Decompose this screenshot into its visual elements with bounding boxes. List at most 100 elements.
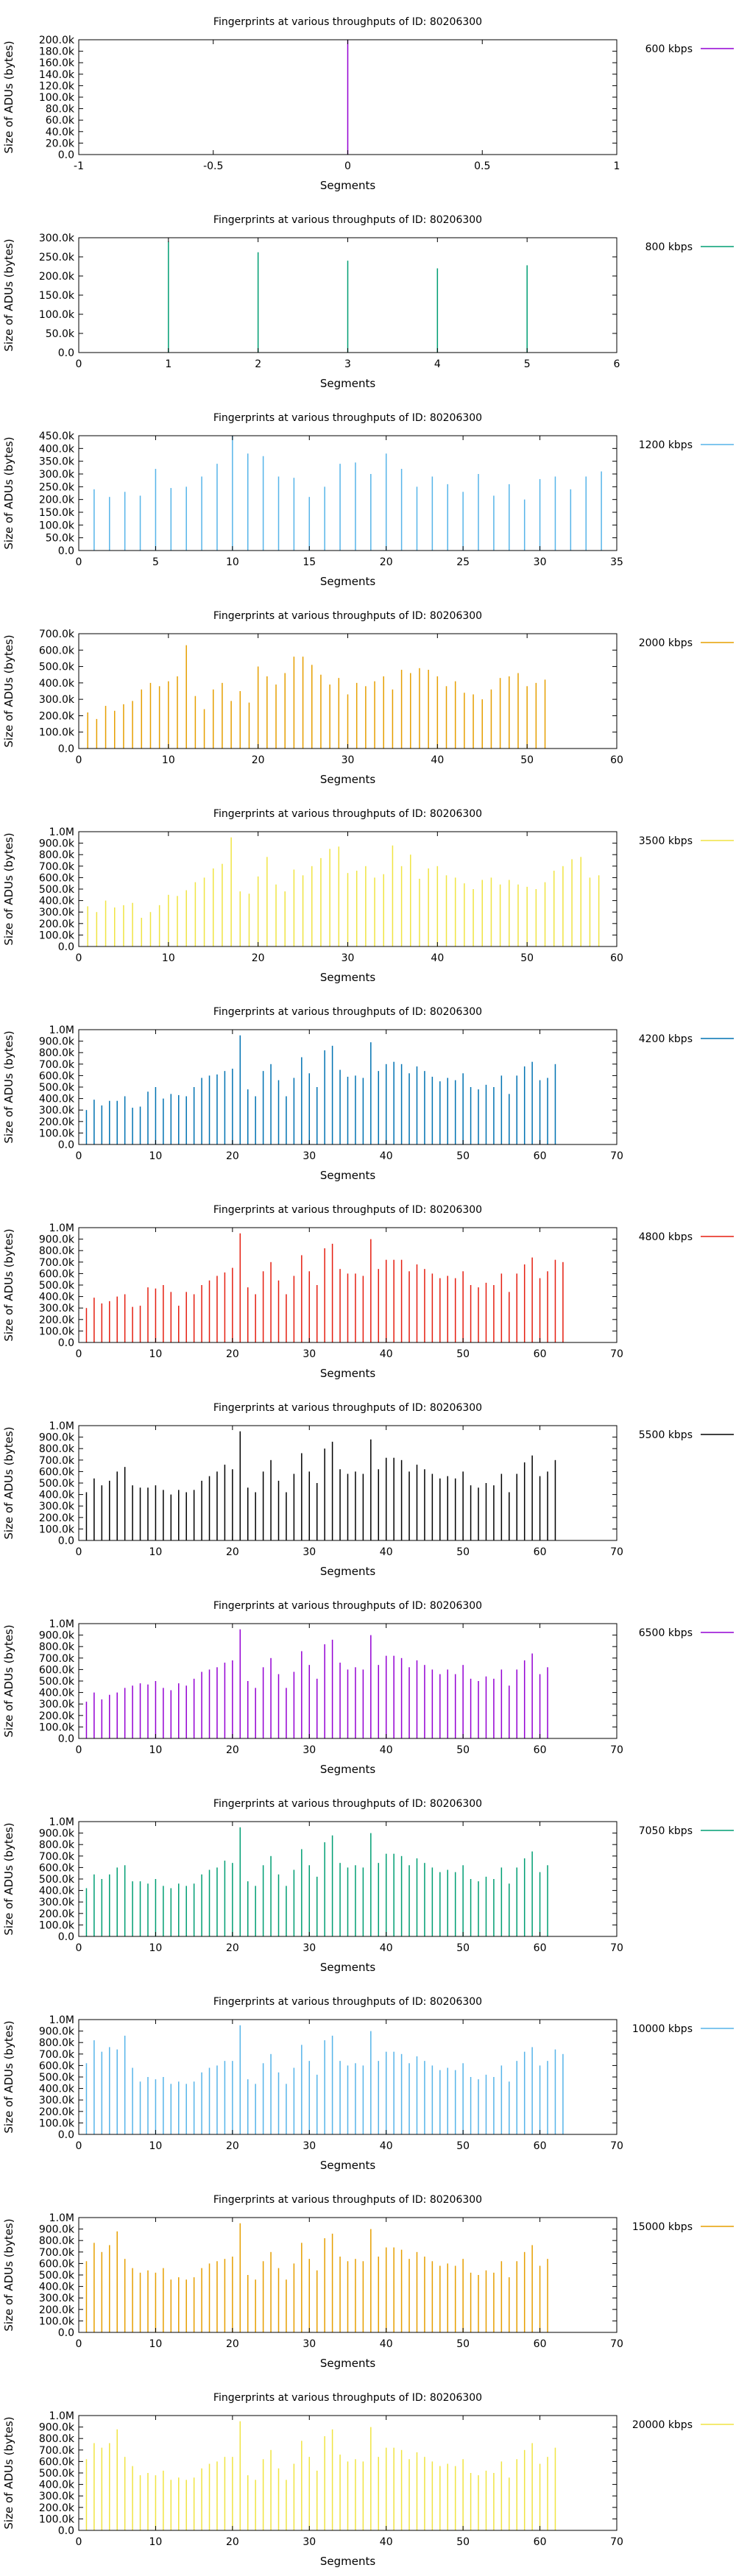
x-tick-label: 50 [456,2536,470,2548]
x-tick-label: 30 [534,556,547,568]
x-tick-label: 50 [520,754,534,766]
x-tick-label: 70 [610,1348,623,1360]
x-tick-label: 30 [302,1348,316,1360]
y-tick-label: 700.0k [39,1455,75,1467]
y-tick-label: 1.0M [49,2212,74,2224]
y-tick-label: 400.0k [39,678,75,690]
y-tick-label: 800.0k [39,1047,75,1059]
x-axis-label: Segments [320,2555,376,2568]
y-tick-label: 1.0M [49,2014,74,2026]
y-tick-label: 350.0k [39,456,75,468]
y-tick-label: 800.0k [39,1443,75,1455]
chart-title: Fingerprints at various throughputs of I… [213,1996,482,2008]
y-tick-label: 400.0k [39,1292,75,1303]
x-tick-label: 50 [456,2338,470,2350]
x-tick-label: 20 [252,754,265,766]
y-tick-label: 100.0k [39,520,75,531]
x-tick-label: 50 [456,1744,470,1756]
y-tick-label: 200.0k [39,1908,75,1920]
y-tick-label: 400.0k [39,2480,75,2491]
y-tick-label: 400.0k [39,2282,75,2293]
y-tick-label: 300.0k [39,2491,75,2502]
chart-title: Fingerprints at various throughputs of I… [213,1402,482,1414]
x-tick-label: 30 [302,2536,316,2548]
y-tick-label: 200.0k [39,2502,75,2514]
y-tick-label: 800.0k [39,1839,75,1851]
y-axis-label: Size of ADUs (bytes) [2,2416,15,2529]
chart-title: Fingerprints at various throughputs of I… [213,2392,482,2404]
y-tick-label: 800.0k [39,2037,75,2049]
x-tick-label: 70 [610,2536,623,2548]
y-tick-label: 100.0k [39,1524,75,1535]
x-tick-label: 30 [342,952,355,964]
y-tick-label: 700.0k [39,629,75,640]
y-tick-label: 900.0k [39,1036,75,1048]
x-tick-label: 20 [226,2140,239,2152]
y-tick-label: 500.0k [39,1874,75,1886]
y-tick-label: 250.0k [39,481,75,493]
y-tick-label: 0.0 [58,1931,74,1943]
y-tick-label: 200.0k [39,1314,75,1326]
y-tick-label: 80.0k [46,104,75,116]
x-tick-label: 0 [76,358,82,370]
x-tick-label: 20 [226,1942,239,1954]
y-tick-label: 160.0k [39,57,75,69]
y-tick-label: 1.0M [49,2410,74,2422]
y-tick-label: 50.0k [46,533,75,545]
y-tick-label: 300.0k [39,1897,75,1908]
y-tick-label: 0.0 [58,1139,74,1151]
y-tick-label: 0.0 [58,347,74,359]
x-tick-label: 5 [152,556,159,568]
x-tick-label: 40 [431,754,444,766]
y-tick-label: 60.0k [46,115,75,127]
y-tick-label: 300.0k [39,694,75,706]
y-tick-label: 300.0k [39,2293,75,2304]
x-tick-label: 0 [76,952,82,964]
x-tick-label: 2 [255,358,261,370]
y-tick-label: 800.0k [39,2433,75,2445]
y-tick-label: 300.0k [39,469,75,481]
y-tick-label: 1.0M [49,1816,74,1828]
x-tick-label: 10 [226,556,239,568]
x-axis-label: Segments [320,2357,376,2370]
x-tick-label: 50 [456,2140,470,2152]
y-tick-label: 500.0k [39,1280,75,1292]
x-tick-label: 3 [344,358,351,370]
x-tick-label: 70 [610,2338,623,2350]
y-tick-label: 200.0k [39,271,75,283]
y-tick-label: 900.0k [39,1234,75,1246]
y-tick-label: 700.0k [39,2049,75,2061]
x-tick-label: 60 [534,1942,547,1954]
x-tick-label: 50 [456,1942,470,1954]
x-tick-label: 30 [302,1942,316,1954]
y-tick-label: 700.0k [39,2247,75,2259]
y-tick-label: 600.0k [39,1466,75,1478]
y-tick-label: 500.0k [39,1676,75,1688]
y-tick-label: 100.0k [39,2117,75,2129]
x-tick-label: 60 [534,1150,547,1162]
y-tick-label: 600.0k [39,1664,75,1676]
y-tick-label: 300.0k [39,1303,75,1314]
legend-label: 4800 kbps [639,1231,693,1243]
y-tick-label: 400.0k [39,2084,75,2095]
chart-title: Fingerprints at various throughputs of I… [213,2194,482,2206]
x-tick-label: 4 [434,358,441,370]
x-tick-label: 0 [76,556,82,568]
x-axis-label: Segments [320,1565,376,1578]
y-tick-label: 0.0 [58,743,74,755]
y-tick-label: 800.0k [39,1245,75,1257]
x-axis-label: Segments [320,377,376,390]
x-tick-label: 70 [610,1150,623,1162]
chart-title: Fingerprints at various throughputs of I… [213,16,482,28]
x-tick-label: 0 [344,160,351,172]
x-tick-label: 20 [226,2338,239,2350]
y-tick-label: 200.0k [39,919,75,930]
x-axis-label: Segments [320,2159,376,2172]
y-axis-label: Size of ADUs (bytes) [2,238,15,351]
x-tick-label: 70 [610,1942,623,1954]
y-tick-label: 100.0k [39,2513,75,2525]
y-tick-label: 500.0k [39,884,75,896]
y-tick-label: 500.0k [39,1082,75,1094]
y-tick-label: 900.0k [39,2422,75,2434]
